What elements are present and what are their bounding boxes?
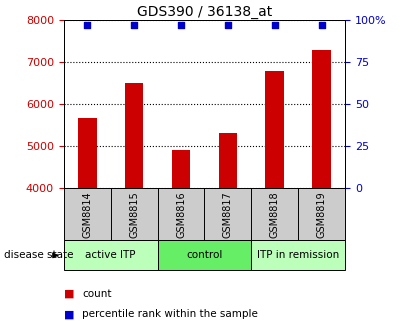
Text: GSM8815: GSM8815 <box>129 191 139 238</box>
Text: disease state: disease state <box>4 250 74 260</box>
Text: active ITP: active ITP <box>85 250 136 260</box>
Bar <box>64 240 157 270</box>
Point <box>178 23 184 28</box>
Title: GDS390 / 36138_at: GDS390 / 36138_at <box>137 5 272 19</box>
Bar <box>252 240 345 270</box>
Point <box>84 23 90 28</box>
Bar <box>172 151 190 188</box>
Bar <box>312 50 331 188</box>
Text: GSM8817: GSM8817 <box>223 191 233 238</box>
Point <box>225 23 231 28</box>
Text: count: count <box>82 289 112 299</box>
Text: percentile rank within the sample: percentile rank within the sample <box>82 309 258 319</box>
Bar <box>125 83 143 188</box>
Text: ■: ■ <box>64 289 74 299</box>
Point <box>131 23 137 28</box>
Bar <box>157 240 252 270</box>
Text: control: control <box>186 250 223 260</box>
Text: GSM8814: GSM8814 <box>82 191 92 238</box>
Text: GSM8819: GSM8819 <box>317 191 327 238</box>
Text: GSM8816: GSM8816 <box>176 191 186 238</box>
Text: ITP in remission: ITP in remission <box>257 250 339 260</box>
Point <box>319 23 325 28</box>
Text: ■: ■ <box>64 309 74 319</box>
Text: GSM8818: GSM8818 <box>270 191 280 238</box>
Bar <box>78 118 97 188</box>
Bar <box>266 72 284 188</box>
Bar <box>219 133 237 188</box>
Point <box>272 23 278 28</box>
